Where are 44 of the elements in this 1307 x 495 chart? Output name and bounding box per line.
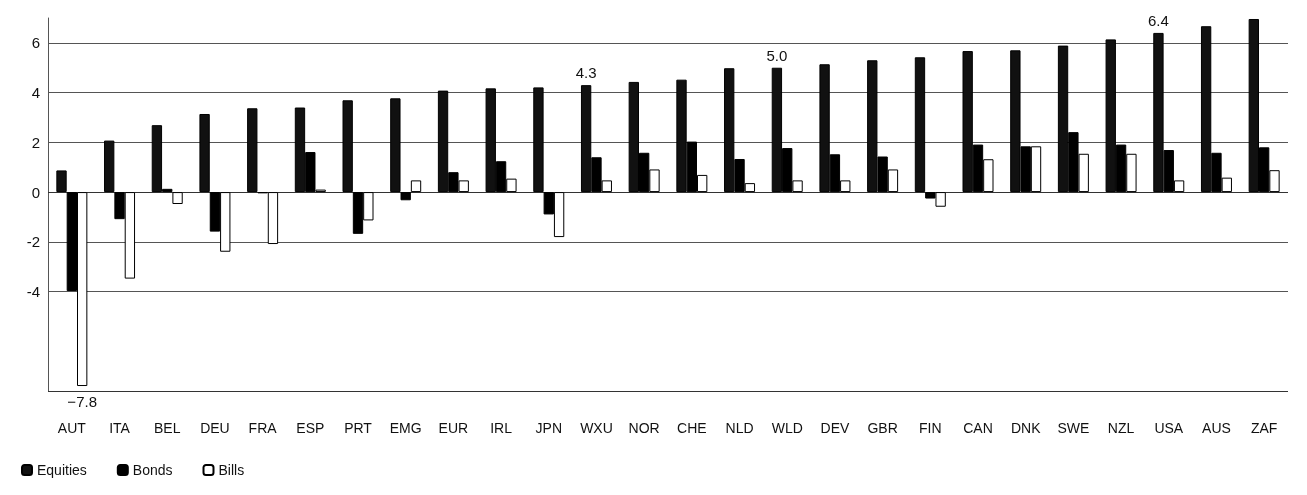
y-tick-label: -4 [26, 283, 40, 301]
x-tick-label: EUR [438, 420, 469, 436]
x-tick-label: JPN [535, 420, 562, 436]
bar [914, 57, 926, 193]
bar [199, 113, 210, 193]
x-tick-label: IRL [490, 420, 513, 436]
x-tick-label: NOR [628, 420, 660, 436]
x-tick-label: WXU [580, 420, 613, 436]
x-tick-label: GBR [867, 420, 898, 436]
x-tick-label: NZL [1107, 420, 1135, 436]
x-tick-label: NLD [725, 420, 754, 436]
x-tick-label: AUT [57, 420, 87, 436]
y-tick-label: 2 [31, 133, 40, 151]
x-tick-label: EMG [389, 420, 422, 436]
x-tick-label: SWE [1057, 420, 1090, 436]
bar [342, 100, 353, 193]
y-tick-label: -2 [26, 233, 40, 251]
x-tick-label: USA [1154, 420, 1184, 436]
data-label: 6.4 [1148, 11, 1169, 29]
x-tick-label: WLD [771, 420, 803, 436]
x-tick-label: ZAF [1250, 420, 1278, 436]
x-tick-label: DNK [1010, 420, 1042, 436]
legend-label: Bills [218, 462, 245, 478]
x-tick-label: BEL [154, 420, 181, 436]
x-tick-label: AUS [1202, 420, 1231, 436]
x-tick-label: FIN [919, 420, 942, 436]
y-tick-label: 0 [31, 183, 40, 201]
y-tick-label: 6 [31, 34, 40, 52]
x-tick-label: CHE [677, 420, 707, 436]
x-tick-label: CAN [963, 420, 993, 436]
data-label: 4.3 [575, 64, 597, 82]
legend-label: Bonds [132, 462, 173, 478]
bar [410, 180, 422, 193]
x-tick-label: ESP [296, 420, 325, 436]
x-tick-label: FRA [248, 420, 278, 436]
x-tick-label: ITA [109, 420, 131, 436]
data-label: 5.0 [766, 46, 788, 64]
data-label: −7.8 [67, 393, 97, 411]
y-tick-label: 4 [31, 84, 40, 102]
legend-label: Equities [37, 462, 87, 478]
bar [56, 170, 67, 193]
x-tick-label: PRT [344, 420, 373, 436]
x-tick-label: DEU [200, 420, 230, 436]
x-tick-label: DEV [820, 420, 850, 436]
